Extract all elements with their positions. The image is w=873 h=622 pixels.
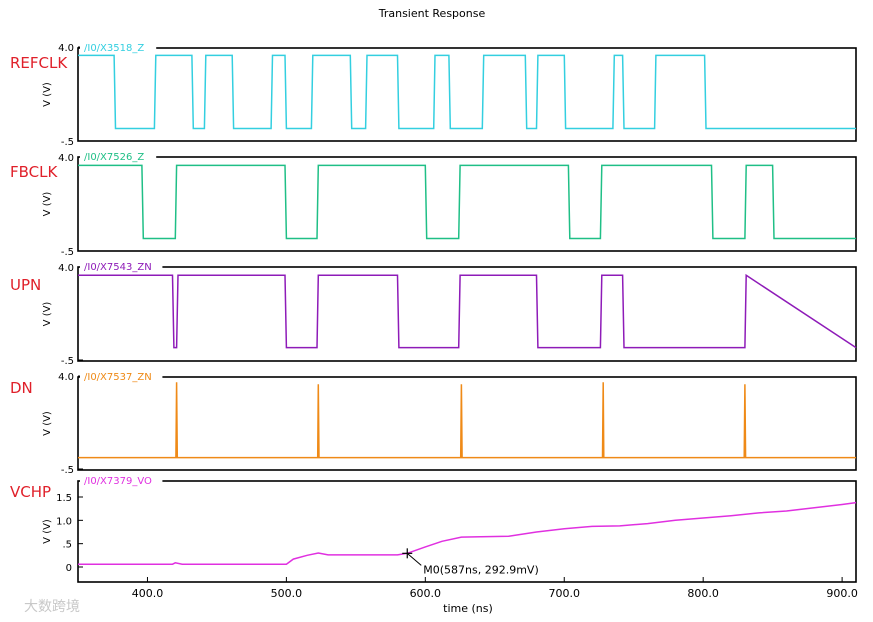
trace-name-vchp: /I0/X7379_VO [84,476,152,487]
y-tick-label: 4.0 [58,153,74,164]
panel-frame [77,266,857,362]
x-axis: 400.0 500.0 600.0 700.0 800.0 900.0 [132,577,858,600]
panel-frame [77,480,857,583]
series-line-refclk [78,54,856,130]
panel-frame [77,47,857,142]
x-tick-label: 600.0 [410,587,442,600]
trace-name-dn: /I0/X7537_ZN [84,372,152,383]
trace-name-background [80,152,157,162]
x-tick-label: 500.0 [271,587,303,600]
panel-frame [77,376,857,471]
panel-fbclk: 4.0 -.5 V (V) FBCLK/I0/X7526_Z [10,152,857,258]
series-line-vchp [78,501,857,565]
x-axis-label: time (ns) [443,602,493,615]
chart-title: Transient Response [378,7,486,20]
y-tick-label: -.5 [61,247,74,258]
y-axis-label: V (V) [42,192,53,217]
signal-label-vchp: VCHP [10,483,51,501]
y-tick-label: 1.0 [56,516,72,527]
y-tick-label: 0 [66,563,72,574]
panels-group: 4.0 -.5 V (V) REFCLK/I0/X3518_Z 4.0 -.5 V (V) F… [10,43,857,583]
y-tick-label: -.5 [61,137,74,148]
x-tick-label: 800.0 [687,587,719,600]
y-tick-label: .5 [62,540,72,551]
y-axis-label: V (V) [42,82,53,107]
trace-name-background [80,372,163,382]
trace-name-fbclk: /I0/X7526_Z [84,152,144,163]
series-line-dn [78,382,856,459]
panel-refclk: 4.0 -.5 V (V) REFCLK/I0/X3518_Z [10,43,857,148]
signal-label-fbclk: FBCLK [10,163,58,181]
y-tick-label: -.5 [61,356,74,367]
x-tick-label: 900.0 [826,587,858,600]
panel-frame [77,156,857,252]
trace-name-background [80,43,157,53]
y-axis-label: V (V) [42,411,53,436]
trace-name-background [80,476,163,486]
series-line-upn [78,273,857,349]
trace-name-background [80,262,163,272]
watermark-text: 大数跨境 [24,599,80,615]
signal-label-upn: UPN [10,276,41,294]
y-tick-label: 1.5 [56,493,72,504]
panel-upn: 4.0 -.5 V (V)UPN/I0/X7543_ZN [10,262,857,367]
y-tick-label: -.5 [61,465,74,476]
x-tick-label: 700.0 [549,587,581,600]
y-axis-label: V (V) [42,302,53,327]
series-line-fbclk [78,164,856,240]
trace-name-refclk: /I0/X3518_Z [84,43,144,54]
marker-label: M0(587ns, 292.9mV) [423,563,539,576]
panel-dn: 4.0 -.5 V (V) DN/I0/X7537_ZN [10,372,857,476]
y-tick-label: 4.0 [58,372,74,383]
signal-label-refclk: REFCLK [10,54,68,72]
marker-leader [406,552,422,566]
panel-vchp: 0 .5 1.0 1.5 V (V) VCHP/I0/X7379_VO M0(587ns, … [10,476,857,583]
signal-label-dn: DN [10,379,33,397]
trace-name-upn: /I0/X7543_ZN [84,262,152,273]
y-tick-label: 4.0 [58,263,74,274]
x-tick-label: 400.0 [132,587,164,600]
y-tick-label: 4.0 [58,43,74,54]
y-axis-label: V (V) [42,519,53,544]
